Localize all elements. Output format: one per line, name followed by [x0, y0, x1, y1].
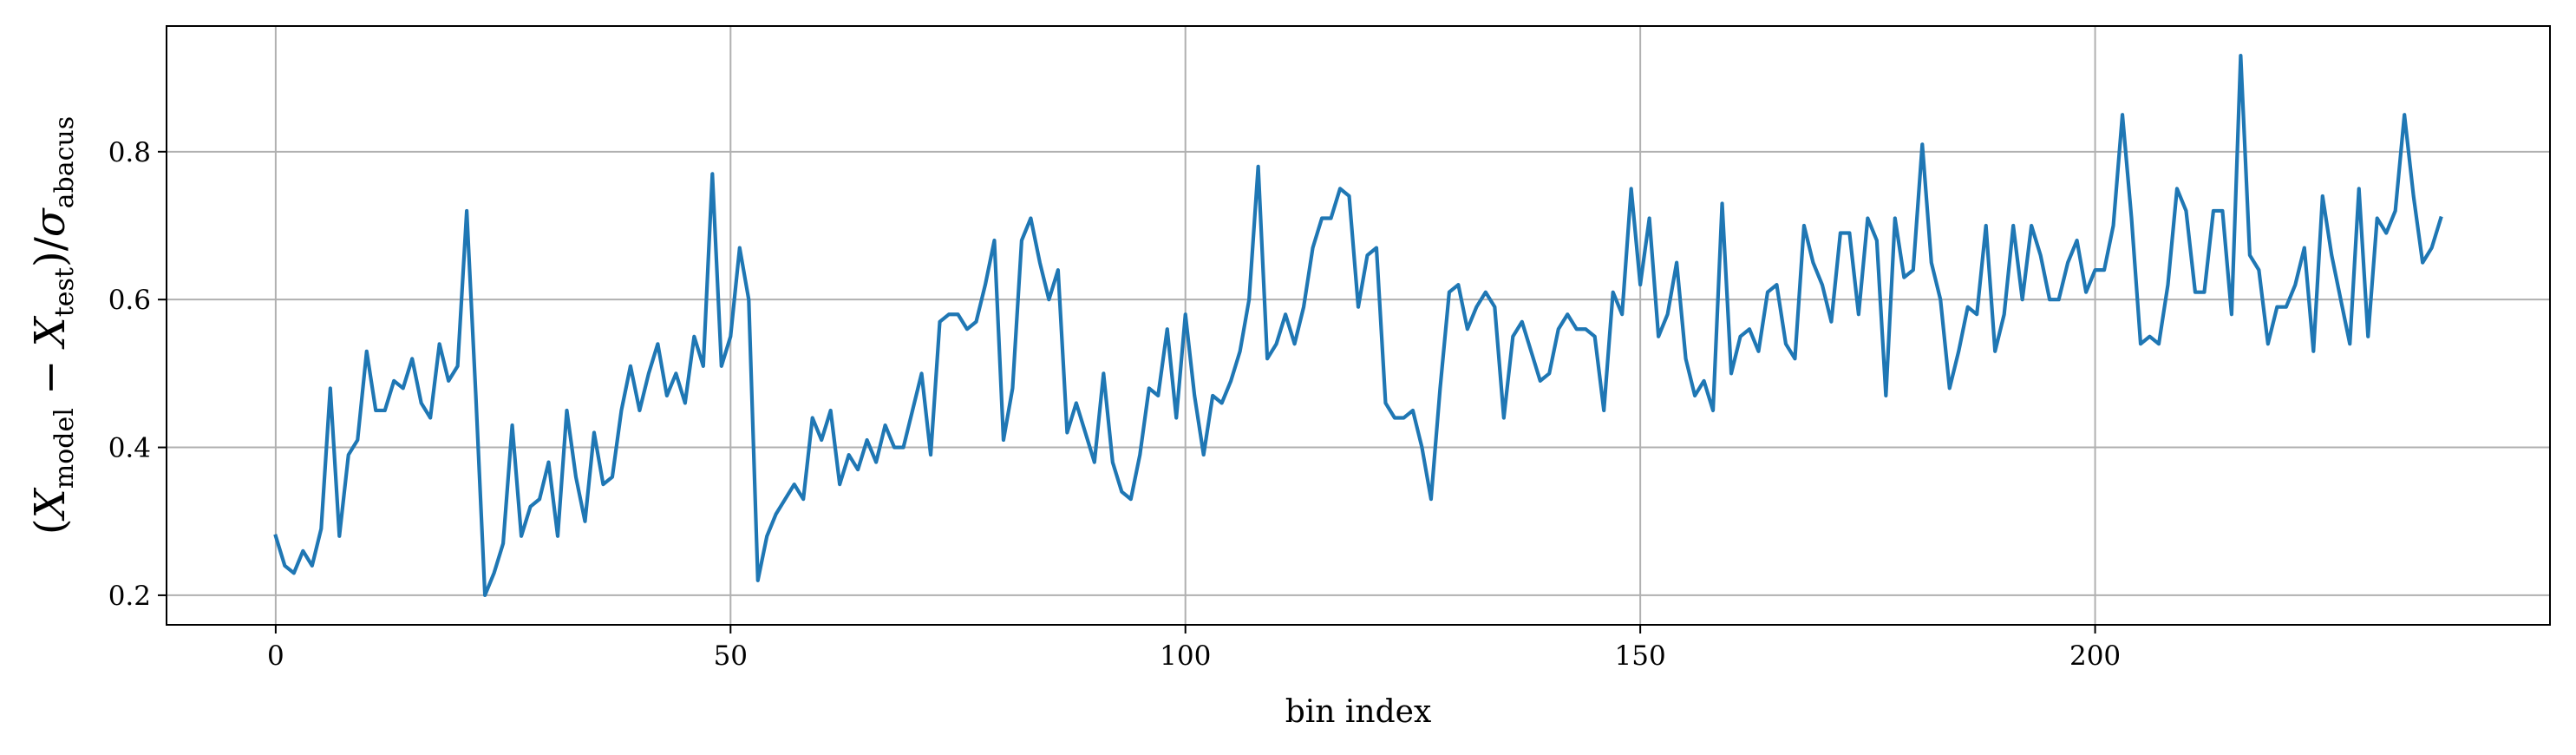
x-tick-label: 150	[1615, 640, 1666, 672]
y-label-sigma: σ	[26, 207, 75, 237]
y-label-x-model: X	[26, 487, 75, 522]
x-tick-label: 100	[1160, 640, 1211, 672]
series-line	[273, 53, 2443, 598]
y-tick-label: 0.8	[108, 137, 151, 168]
y-label-sub-test: test	[49, 267, 80, 317]
y-label-open-paren: (	[26, 518, 75, 535]
x-tick-label: 0	[267, 640, 284, 672]
y-label-minus: −	[26, 346, 75, 408]
plot-area-frame	[166, 25, 2551, 626]
x-tick-label: 50	[714, 640, 748, 672]
y-tick-label: 0.6	[108, 285, 151, 316]
axis-ticks: 0 50 100 150 200 0.2 0.4 0.6 0.8	[108, 137, 2121, 672]
y-axis-label: (Xmodel − Xtest)/σabacus	[26, 116, 80, 535]
grid-lines	[167, 26, 2550, 625]
x-axis-label: bin index	[1285, 694, 1432, 730]
y-label-sub-abacus: abacus	[49, 116, 80, 209]
y-label-sub-model: model	[49, 408, 80, 489]
y-tick-label: 0.4	[108, 433, 151, 464]
y-label-close: )/	[26, 236, 75, 267]
x-tick-label: 200	[2069, 640, 2121, 672]
series-layer	[273, 53, 2443, 598]
y-label-x-test: X	[26, 315, 75, 350]
y-tick-label: 0.2	[108, 581, 151, 612]
